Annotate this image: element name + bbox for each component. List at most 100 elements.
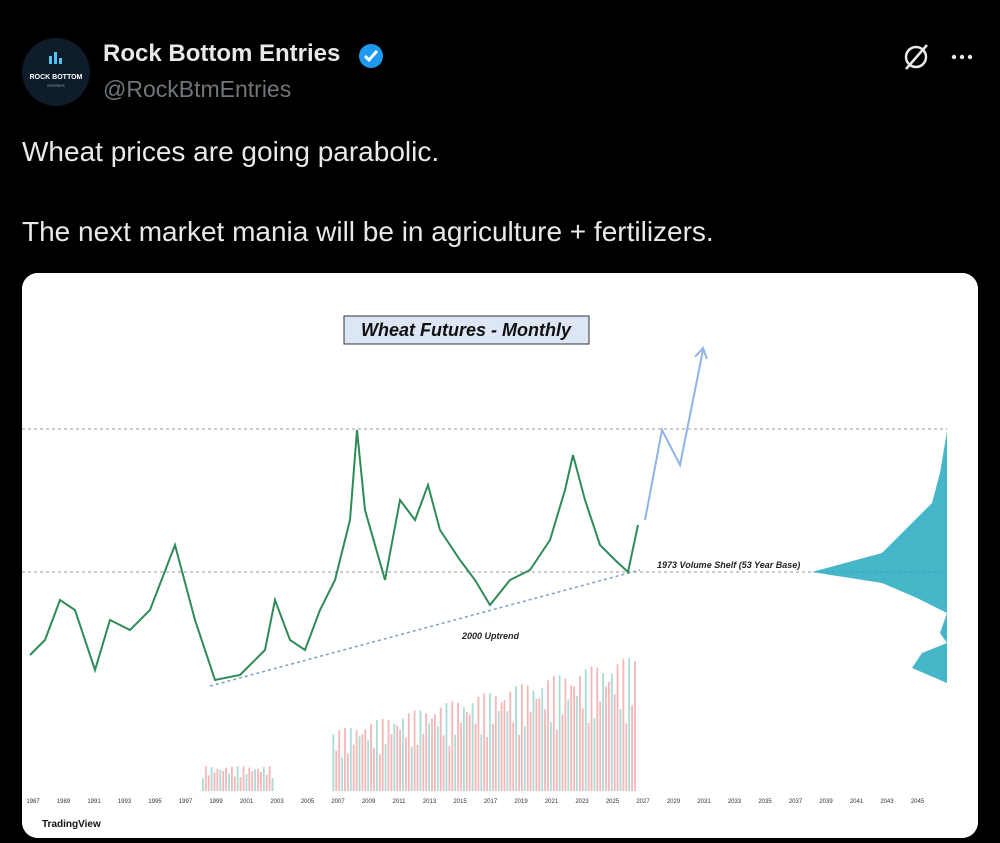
volume-bar <box>477 696 480 791</box>
x-axis-label: 1995 <box>148 799 162 805</box>
x-axis-label: 2011 <box>393 799 407 805</box>
x-axis-label: 2005 <box>301 799 315 805</box>
volume-profile <box>812 431 947 683</box>
volume-bar <box>468 714 471 791</box>
x-axis-label: 1993 <box>118 799 132 805</box>
volume-bar <box>471 703 474 791</box>
tweet-image[interactable]: Wheat Futures - Monthly 1973 Volume Shel… <box>22 273 978 838</box>
volume-bar <box>483 693 486 791</box>
volume-bar <box>567 699 570 791</box>
x-axis-label: 2019 <box>514 799 528 805</box>
volume-bar <box>602 672 604 791</box>
volume-bar <box>378 754 381 791</box>
volume-bar <box>213 772 216 791</box>
x-axis-label: 2043 <box>880 799 894 805</box>
volume-bar <box>416 744 419 791</box>
volume-bar <box>225 767 227 791</box>
x-axis-label: 2001 <box>240 799 254 805</box>
volume-bar <box>576 695 578 791</box>
volume-bar <box>619 709 622 791</box>
volume-bar <box>349 728 352 791</box>
volume-bar <box>439 707 442 791</box>
volume-bar <box>268 766 271 791</box>
volume-bar <box>509 691 512 791</box>
volume-bar <box>593 718 596 791</box>
volume-bar <box>338 730 341 791</box>
volume-bar <box>561 714 564 791</box>
x-axis-label: 2003 <box>270 799 284 805</box>
volume-bar <box>254 769 256 791</box>
volume-bar <box>564 678 567 791</box>
volume-bar <box>431 718 433 791</box>
volume-bar <box>370 723 372 791</box>
tweet-text: Wheat prices are going parabolic. <box>22 136 440 167</box>
avatar[interactable]: ROCK BOTTOM ENTRIES <box>22 38 90 106</box>
volume-bar <box>608 682 610 791</box>
volume-bar <box>532 690 535 791</box>
volume-bar <box>529 711 532 791</box>
x-axis-label: 2029 <box>667 799 681 805</box>
volume-bar <box>204 766 207 791</box>
volume-bar <box>500 702 503 791</box>
volume-bar <box>219 769 222 791</box>
volume-bar <box>460 722 462 791</box>
volume-bar <box>265 774 268 791</box>
volume-bar <box>541 688 544 791</box>
volume-bar <box>526 685 529 791</box>
x-axis-label: 1997 <box>179 799 193 805</box>
volume-bar <box>442 735 445 791</box>
verified-badge <box>359 44 383 68</box>
x-axis-label: 2021 <box>545 799 559 805</box>
volume-bar <box>428 723 430 791</box>
volume-bar <box>384 744 387 791</box>
volume-bar <box>207 775 210 791</box>
tweet-text: The next market mania will be in agricul… <box>22 216 714 247</box>
volume-bar <box>445 703 448 791</box>
volume-bar <box>425 713 428 791</box>
projection-arrow <box>644 349 704 521</box>
volume-bar <box>552 675 555 791</box>
volume-bar <box>407 713 410 791</box>
volume-bar <box>555 729 558 791</box>
volume-bar <box>376 720 378 791</box>
volume-bar <box>480 734 483 791</box>
volume-bar <box>622 658 625 791</box>
header-icons[interactable] <box>900 42 980 72</box>
volume-bar <box>216 768 219 791</box>
volume-bar <box>497 711 500 791</box>
x-axis-label: 2025 <box>606 799 620 805</box>
volume-bar <box>381 718 384 791</box>
volume-bar <box>590 666 593 791</box>
volume-bar <box>222 770 225 791</box>
volume-bar <box>410 746 413 791</box>
volume-bar <box>494 696 497 791</box>
volume-bar <box>202 778 204 791</box>
volume-bar <box>361 734 364 791</box>
x-axis-label: 2035 <box>758 799 772 805</box>
volume-bar <box>262 767 265 791</box>
volume-bar <box>573 686 575 791</box>
x-axis-label: 2037 <box>789 799 803 805</box>
volume-bar <box>347 753 349 791</box>
volume-bar <box>434 714 436 791</box>
x-axis-label: 2017 <box>484 799 498 805</box>
volume-bar <box>570 685 573 791</box>
author-handle[interactable]: @RockBtmEntries <box>103 76 292 102</box>
volume-bar <box>535 698 538 791</box>
volume-bar <box>486 737 488 791</box>
volume-bar <box>518 734 520 791</box>
x-axis-label: 2031 <box>697 799 711 805</box>
x-axis-label: 2013 <box>423 799 437 805</box>
volume-bar <box>390 734 393 791</box>
author-name[interactable]: Rock Bottom Entries <box>103 40 341 67</box>
volume-bar <box>451 701 454 791</box>
volume-bar <box>387 720 390 791</box>
volume-bar <box>489 692 491 791</box>
volume-bar <box>616 664 619 791</box>
volume-bar <box>419 710 422 791</box>
volume-bar <box>448 745 451 791</box>
volume-bar <box>463 707 465 791</box>
volume-bar <box>631 705 633 791</box>
x-axis-label: 1991 <box>87 799 101 805</box>
